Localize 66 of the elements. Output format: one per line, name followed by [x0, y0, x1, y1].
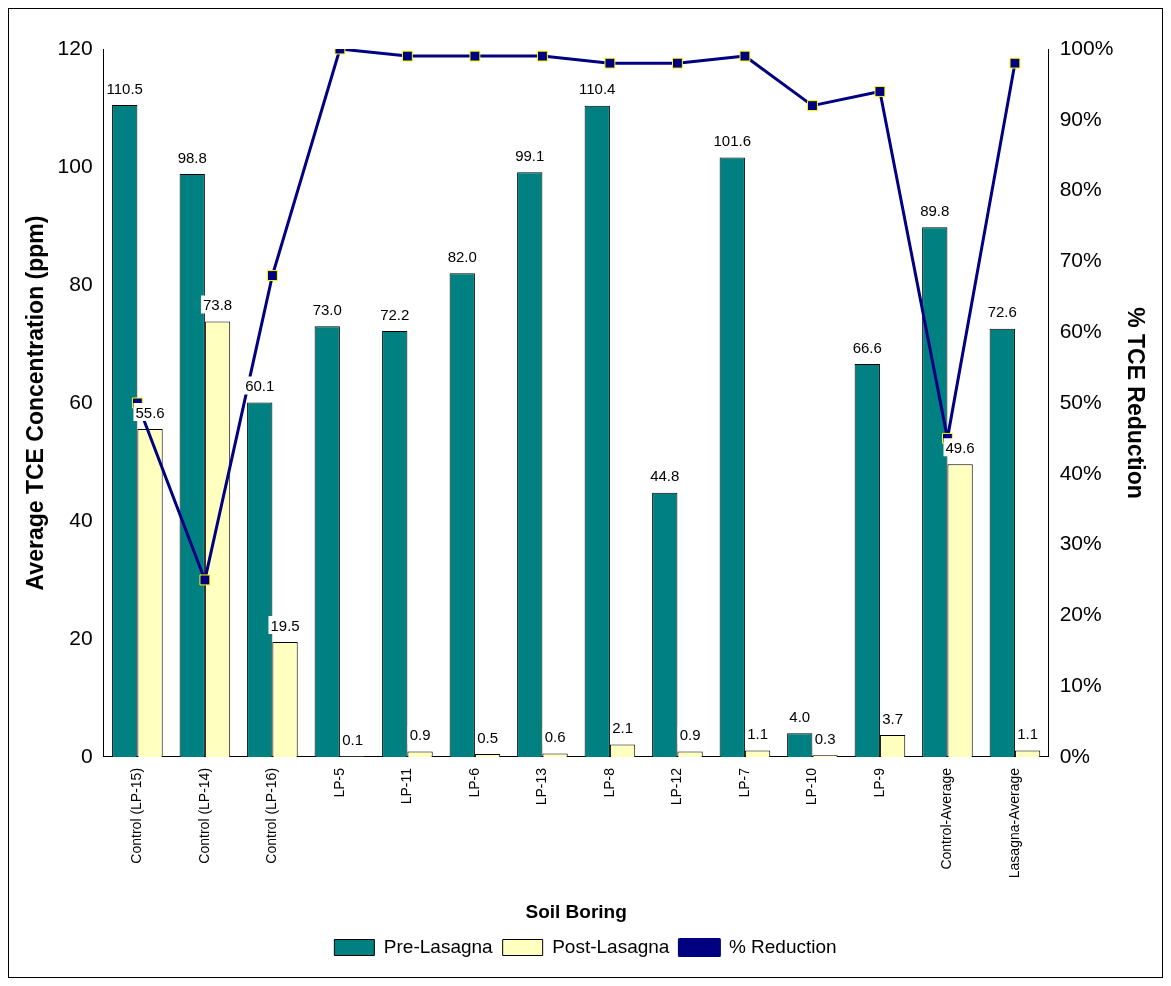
x-tick-label: Lasagna-Average: [1005, 767, 1022, 879]
data-label: 82.0: [447, 247, 477, 265]
y2-tick-label: 10%: [1059, 672, 1102, 696]
y2-tick-label: 20%: [1059, 602, 1102, 626]
y-axis-title: Average TCE Concentration (ppm): [22, 215, 49, 591]
data-label: 89.8: [920, 201, 950, 219]
data-label: 0.5: [477, 728, 498, 746]
data-label: 49.6: [945, 438, 975, 456]
x-tick-label: LP-8: [600, 767, 617, 798]
y2-tick-label: 0%: [1059, 743, 1091, 767]
data-label: 0.6: [544, 728, 566, 746]
x-axis-title: Soil Boring: [525, 900, 627, 922]
y-tick-label: 20: [69, 625, 93, 649]
y-tick-label: 100: [57, 153, 93, 177]
x-tick-label: Control (LP-16): [263, 767, 280, 864]
x-tick-label: LP-6: [465, 767, 482, 798]
x-tick-label: LP-13: [533, 767, 550, 806]
y-tick-label: 120: [57, 35, 93, 59]
data-label: 3.7: [882, 709, 904, 727]
y2-tick-label: 90%: [1059, 106, 1102, 130]
data-label: 60.1: [245, 377, 275, 395]
data-label: 72.2: [380, 305, 410, 323]
legend-label: % Reduction: [728, 935, 837, 957]
x-tick-label: LP-7: [735, 767, 752, 798]
y-tick-label: 60: [69, 389, 93, 413]
data-label: 44.8: [650, 467, 680, 485]
x-tick-label: Control (LP-15): [128, 767, 145, 864]
data-label: 66.6: [852, 338, 882, 356]
data-label: 110.5: [106, 79, 143, 97]
x-tick-label: LP-5: [330, 767, 347, 798]
y-tick-label: 40: [69, 507, 93, 531]
data-label: 73.8: [202, 296, 233, 314]
y2-tick-label: 30%: [1059, 531, 1102, 555]
x-tick-label: LP-11: [398, 767, 415, 805]
y2-tick-label: 40%: [1059, 460, 1102, 484]
data-label: 0.3: [814, 729, 836, 747]
data-label: 0.9: [679, 726, 701, 744]
data-label: 99.1: [515, 146, 545, 164]
x-tick-label: LP-10: [803, 767, 820, 806]
y2-axis-title: % TCE Reduction: [1122, 307, 1149, 499]
y-tick-label: 80: [69, 271, 93, 295]
data-label: 0.1: [342, 730, 363, 748]
data-label: 101.6: [713, 132, 752, 150]
data-label: 19.5: [270, 616, 300, 634]
data-label: 4.0: [789, 707, 811, 725]
data-label: 2.1: [612, 719, 633, 737]
y2-tick-label: 100%: [1059, 35, 1114, 59]
data-label: 72.6: [987, 303, 1017, 321]
data-label: 1.1: [747, 725, 769, 743]
legend-label: Post-Lasagna: [552, 935, 670, 957]
data-label: 110.4: [579, 80, 616, 98]
data-label: 98.8: [177, 148, 207, 166]
y2-tick-label: 50%: [1059, 389, 1102, 413]
legend-label: Pre-Lasagna: [383, 935, 494, 957]
x-tick-label: LP-9: [870, 767, 887, 798]
x-tick-label: Control-Average: [938, 767, 955, 870]
data-label: 73.0: [312, 300, 342, 318]
y2-tick-label: 70%: [1059, 248, 1102, 272]
y2-tick-label: 80%: [1059, 177, 1102, 201]
y-tick-label: 0: [80, 743, 93, 767]
x-tick-label: Control (LP-14): [195, 767, 212, 864]
data-label: 1.1: [1017, 725, 1039, 743]
data-label: 0.9: [409, 726, 431, 744]
y2-tick-label: 60%: [1059, 318, 1102, 342]
data-label: 55.6: [135, 403, 165, 421]
x-tick-label: LP-12: [668, 767, 685, 806]
